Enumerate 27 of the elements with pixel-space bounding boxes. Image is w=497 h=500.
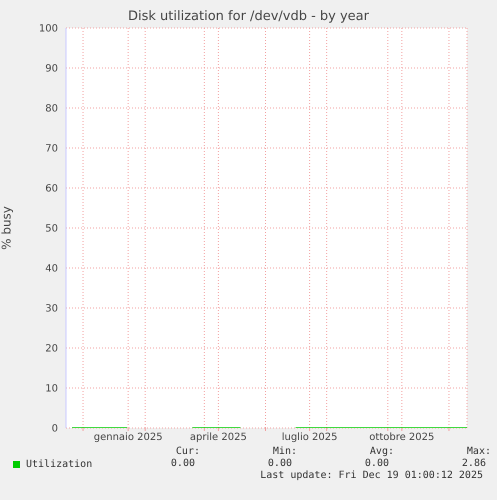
y-tick-label: 20 (45, 344, 58, 355)
x-tick-label: gennaio 2025 (94, 432, 163, 444)
y-tick-label: 40 (45, 264, 58, 275)
text: Cur: (174, 446, 200, 457)
text: 0.00 (266, 458, 292, 469)
x-tick-label: luglio 2025 (282, 432, 338, 444)
text: Max: (466, 446, 491, 457)
text: 2.86 (460, 458, 486, 469)
y-tick-label: 70 (45, 144, 58, 155)
y-tick-label: 100 (38, 24, 58, 35)
y-axis-title: % busy (0, 206, 14, 250)
y-tick-label: 0 (52, 424, 58, 435)
text: Min: (272, 446, 297, 457)
text: 0.00 (364, 458, 389, 469)
text: 0.00 (170, 458, 195, 469)
y-tick-label: 90 (45, 64, 58, 75)
text: Avg: (368, 446, 394, 457)
x-tick-label: aprile 2025 (190, 432, 247, 444)
x-tick-label: ottobre 2025 (369, 432, 434, 444)
text: Last update: Fri Dec 19 01:00:12 2025 (260, 470, 483, 481)
y-tick-label: 30 (45, 304, 58, 315)
y-tick-label: 50 (45, 224, 58, 235)
legend-label: Utilization (25, 459, 92, 470)
chart-title: Disk utilization for /dev/vdb - by year (127, 9, 370, 24)
y-tick-label: 80 (45, 104, 58, 115)
y-tick-label: 60 (45, 184, 58, 195)
y-tick-label: 10 (45, 384, 58, 395)
